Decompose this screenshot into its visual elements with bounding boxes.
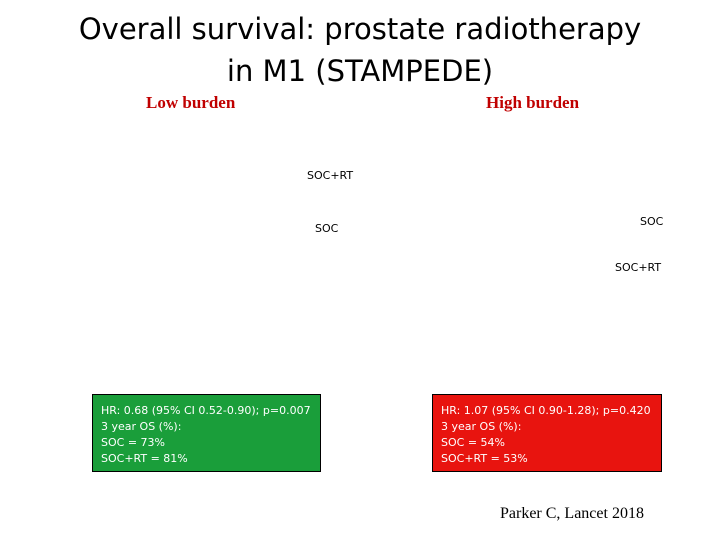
low-burden-soc-label: SOC <box>315 222 339 235</box>
low-burden-results-box: HR: 0.68 (95% CI 0.52-0.90); p=0.007 3 y… <box>92 394 321 472</box>
low-burden-heading: Low burden <box>146 93 236 112</box>
high-burden-soc-rt-os: SOC+RT = 53% <box>441 452 528 465</box>
high-burden-results-box: HR: 1.07 (95% CI 0.90-1.28); p=0.420 3 y… <box>432 394 662 472</box>
title-line-1: Overall survival: prostate radiotherapy <box>78 12 642 46</box>
high-burden-heading: High burden <box>486 93 580 112</box>
citation: Parker C, Lancet 2018 <box>500 505 644 522</box>
low-burden-soc-os: SOC = 73% <box>101 436 165 449</box>
title-line-2: in M1 (STAMPEDE) <box>226 54 494 88</box>
high-burden-os-heading: 3 year OS (%): <box>441 420 522 433</box>
high-burden-soc-label: SOC <box>640 215 664 228</box>
slide-title: Overall survival: prostate radiotherapy … <box>0 8 720 92</box>
high-burden-soc-os: SOC = 54% <box>441 436 505 449</box>
low-burden-soc-rt-os: SOC+RT = 81% <box>101 452 188 465</box>
low-burden-os-heading: 3 year OS (%): <box>101 420 182 433</box>
high-burden-soc-rt-label: SOC+RT <box>615 261 662 274</box>
high-burden-hr: HR: 1.07 (95% CI 0.90-1.28); p=0.420 <box>441 404 651 417</box>
low-burden-hr: HR: 0.68 (95% CI 0.52-0.90); p=0.007 <box>101 404 311 417</box>
low-burden-soc-rt-label: SOC+RT <box>307 169 354 182</box>
